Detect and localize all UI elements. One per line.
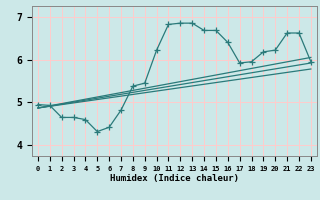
X-axis label: Humidex (Indice chaleur): Humidex (Indice chaleur) <box>110 174 239 184</box>
